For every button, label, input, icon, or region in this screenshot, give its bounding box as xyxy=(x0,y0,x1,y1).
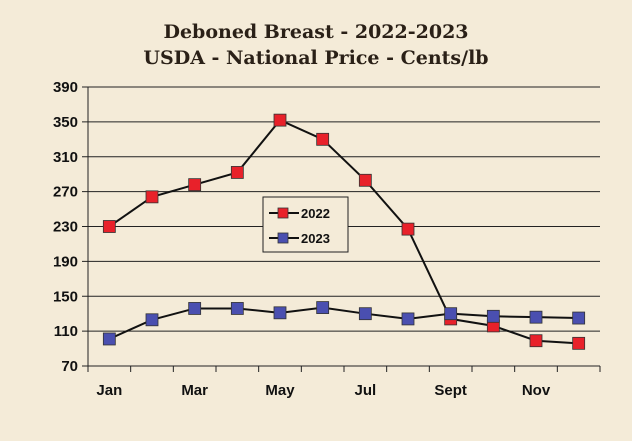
legend-label-2023: 2023 xyxy=(301,231,330,246)
y-tick-label: 270 xyxy=(53,184,78,201)
data-point-2023 xyxy=(529,310,543,324)
data-point-2023 xyxy=(145,313,159,327)
data-point-2023 xyxy=(188,302,202,315)
x-tick-label: Jul xyxy=(354,382,376,399)
data-point-2023 xyxy=(358,307,372,321)
data-point-2023 xyxy=(572,311,586,325)
x-tick-label: May xyxy=(265,382,295,399)
data-point-2022 xyxy=(188,178,202,192)
data-point-2023 xyxy=(230,302,244,315)
y-tick-label: 110 xyxy=(54,323,78,340)
chart-title: Deboned Breast - 2022-2023 xyxy=(163,21,469,43)
data-point-2022 xyxy=(529,334,543,348)
data-point-2022 xyxy=(102,220,116,233)
series-line-2023 xyxy=(108,306,579,340)
y-tick-label: 350 xyxy=(53,114,78,131)
y-tick-label: 70 xyxy=(61,358,78,375)
x-tick-label: Nov xyxy=(522,382,551,399)
legend-marker-2023 xyxy=(277,232,289,244)
data-point-2022 xyxy=(230,166,244,179)
legend-box xyxy=(262,196,349,253)
y-tick-label: 150 xyxy=(53,288,78,305)
data-point-2022 xyxy=(273,113,287,127)
y-tick-label: 310 xyxy=(53,149,78,166)
y-tick-label: 190 xyxy=(53,253,78,270)
data-point-2022 xyxy=(145,190,159,204)
data-point-2023 xyxy=(486,309,500,323)
data-point-2022 xyxy=(572,336,586,350)
y-tick-label: 230 xyxy=(53,219,78,236)
y-tick-label: 390 xyxy=(53,79,78,96)
data-point-2022 xyxy=(316,132,330,146)
data-point-2023 xyxy=(316,301,330,314)
data-point-2023 xyxy=(444,307,458,321)
data-point-2022 xyxy=(401,222,415,236)
chart-subtitle: USDA - National Price - Cents/lb xyxy=(143,47,489,69)
data-point-2022 xyxy=(358,173,372,187)
legend-label-2022: 2022 xyxy=(301,206,330,221)
data-point-2023 xyxy=(401,312,415,326)
series-line-2022 xyxy=(108,118,579,345)
x-tick-label: Jan xyxy=(96,382,122,399)
x-tick-label: Mar xyxy=(181,382,208,399)
x-tick-label: Sept xyxy=(434,382,467,399)
data-point-2023 xyxy=(102,332,116,346)
legend-marker-2022 xyxy=(277,207,289,219)
data-point-2023 xyxy=(273,306,287,320)
